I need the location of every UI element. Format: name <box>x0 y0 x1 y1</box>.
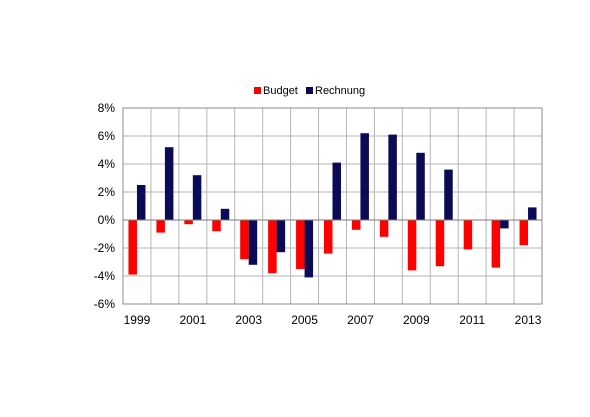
bar-budget-2009 <box>407 220 417 271</box>
bar-budget-2008 <box>379 220 389 237</box>
y-tick-label: 4% <box>98 157 116 171</box>
bar-budget-2013 <box>519 220 529 246</box>
x-tick-label: 2007 <box>347 313 374 327</box>
x-tick-label: 2009 <box>403 313 430 327</box>
y-axis-tick-labels: -6% -4% -2% 0% 2% 4% 6% 8% <box>94 101 116 311</box>
bar-rechnung-2007 <box>360 133 369 220</box>
bar-rechnung-2001 <box>192 175 202 220</box>
y-tick-label: 0% <box>98 213 116 227</box>
legend-label-budget: Budget <box>263 85 298 97</box>
y-tick-label: -4% <box>94 269 116 283</box>
x-tick-label: 2005 <box>291 313 318 327</box>
bar-budget-2012 <box>491 220 501 268</box>
x-tick-label: 2011 <box>459 313 485 327</box>
bar-rechnung-2003 <box>248 220 258 265</box>
x-tick-label: 2001 <box>179 313 206 327</box>
axes <box>122 107 543 305</box>
bar-budget-2011 <box>463 220 473 250</box>
bar-rechnung-2012 <box>500 220 509 229</box>
bar-budget-1999 <box>128 220 137 275</box>
bar-rechnung-2000 <box>164 147 174 220</box>
bar-rechnung-2008 <box>388 134 397 220</box>
bar-budget-2003 <box>240 220 249 260</box>
bar-rechnung-2009 <box>416 152 425 220</box>
plot-border <box>122 107 543 305</box>
bar-rechnung-2010 <box>444 169 453 220</box>
bar-rechnung-2013 <box>528 207 537 220</box>
bar-rechnung-2004 <box>276 220 286 253</box>
x-tick-label: 2013 <box>515 313 542 327</box>
y-tick-label: 8% <box>98 101 116 115</box>
legend-swatch-budget <box>254 87 261 94</box>
y-tick-label: 2% <box>98 185 116 199</box>
y-tick-label: -6% <box>94 297 116 311</box>
bar-budget-2007 <box>351 220 361 230</box>
y-tick-label: -2% <box>94 241 116 255</box>
bar-rechnung-2002 <box>220 208 230 220</box>
y-tick-label: 6% <box>98 129 116 143</box>
bar-budget-2002 <box>212 220 221 232</box>
bars <box>128 133 537 278</box>
x-tick-label: 1999 <box>124 313 151 327</box>
x-tick-label: 2003 <box>235 313 262 327</box>
legend-label-rechnung: Rechnung <box>315 85 365 97</box>
x-axis-tick-labels: 1999 2001 2003 2005 2007 2009 2011 2013 <box>124 313 542 327</box>
bar-rechnung-1999 <box>136 185 146 220</box>
bar-budget-2004 <box>268 220 277 274</box>
bar-budget-2000 <box>156 220 165 233</box>
bar-budget-2001 <box>184 220 193 225</box>
bar-budget-2010 <box>435 220 445 267</box>
legend-swatch-rechnung <box>306 87 313 94</box>
bar-budget-2006 <box>324 220 333 254</box>
bar-budget-2005 <box>296 220 305 269</box>
bar-rechnung-2006 <box>332 162 341 220</box>
bar-rechnung-2005 <box>304 220 314 278</box>
legend: Budget Rechnung <box>254 85 365 97</box>
